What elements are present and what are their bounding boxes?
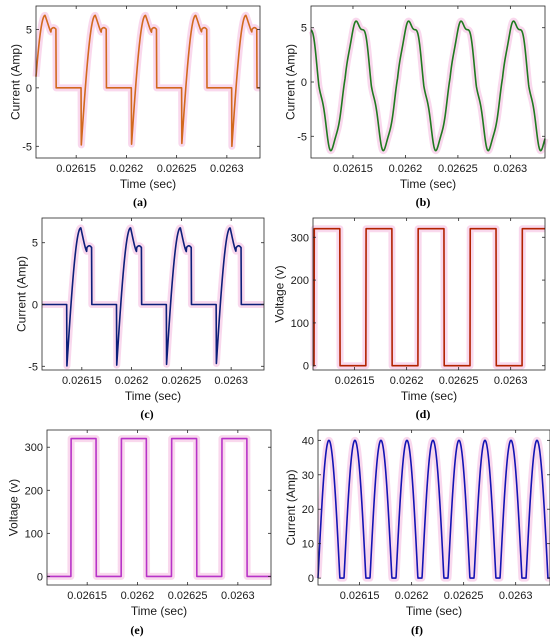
x-axis-label: Time (sec) bbox=[120, 177, 176, 191]
y-tick-label: 0 bbox=[308, 573, 314, 585]
y-axis-label: Voltage (v) bbox=[7, 479, 21, 536]
axes-box bbox=[46, 429, 272, 586]
y-tick-label: 300 bbox=[291, 232, 309, 244]
x-tick-label: 0.02625 bbox=[439, 375, 479, 387]
y-tick-label: 100 bbox=[291, 318, 309, 330]
x-tick-label: 0.02625 bbox=[438, 163, 478, 175]
plot-area bbox=[47, 430, 271, 585]
x-tick-label: 0.0262 bbox=[390, 375, 424, 387]
plot-area bbox=[313, 218, 545, 370]
y-tick-label: -5 bbox=[297, 131, 307, 143]
x-tick-label: 0.0263 bbox=[494, 375, 528, 387]
y-tick-label: 30 bbox=[302, 470, 314, 482]
chart-a: 0.02615 0.0262 0.02625 0.0263 -5 0 5 Time (sec)… bbox=[9, 5, 264, 191]
series-line-d bbox=[312, 227, 546, 367]
x-tick-label: 0.0263 bbox=[494, 163, 528, 175]
series-line-b bbox=[310, 20, 546, 152]
chart-b: 0.02615 0.0262 0.02625 0.0263 -5 0 5 Time (sec)… bbox=[284, 5, 549, 191]
panel-a: 0.02615 0.0262 0.02625 0.0263 -5 0 5 Time (sec)… bbox=[0, 0, 272, 195]
x-axis-label: Time (sec) bbox=[400, 177, 456, 191]
y-axis-label: Current (Amp) bbox=[15, 256, 29, 332]
caption-d: (d) bbox=[415, 407, 431, 421]
chart-f: 0.02615 0.0262 0.02625 0.0263 0 10 20 30 40 Time … bbox=[284, 429, 550, 618]
x-tick-label: 0.0263 bbox=[214, 375, 248, 387]
x-tick-label: 0.0262 bbox=[115, 375, 149, 387]
chart-e: 0.02615 0.0262 0.02625 0.0263 0 100 200 300 Time… bbox=[7, 429, 275, 618]
y-tick-label: 0 bbox=[301, 77, 307, 89]
axes-box bbox=[312, 217, 546, 371]
x-axis-label: Time (sec) bbox=[125, 389, 181, 403]
y-tick-label: 10 bbox=[302, 539, 314, 551]
y-tick-label: 5 bbox=[26, 24, 32, 36]
y-tick-label: 5 bbox=[32, 238, 38, 250]
y-tick-label: 0 bbox=[32, 300, 38, 312]
x-axis-label: Time (sec) bbox=[131, 604, 187, 618]
y-axis-label: Voltage (v) bbox=[273, 265, 287, 322]
y-tick-label: -5 bbox=[22, 141, 32, 153]
axes-box bbox=[41, 217, 265, 371]
y-tick-label: 0 bbox=[37, 571, 43, 583]
panel-c: 0.02615 0.0262 0.02625 0.0263 -5 0 5 Time (sec)… bbox=[0, 212, 272, 407]
y-tick-label: 300 bbox=[25, 442, 43, 454]
y-tick-label: 200 bbox=[25, 485, 43, 497]
x-axis-label: Time (sec) bbox=[401, 389, 457, 403]
y-tick-label: 5 bbox=[301, 23, 307, 35]
y-tick-label: 40 bbox=[302, 435, 314, 447]
panel-e: 0.02615 0.0262 0.02625 0.0263 0 100 200 300 Time… bbox=[0, 424, 275, 622]
x-tick-label: 0.02625 bbox=[168, 590, 208, 602]
x-tick-label: 0.02615 bbox=[340, 590, 380, 602]
x-tick-label: 0.0262 bbox=[389, 163, 423, 175]
x-tick-label: 0.0262 bbox=[110, 163, 144, 175]
series-line-e bbox=[46, 437, 272, 578]
caption-f: (f) bbox=[411, 623, 423, 637]
y-tick-label: 0 bbox=[26, 83, 32, 95]
x-tick-label: 0.02615 bbox=[335, 375, 375, 387]
x-tick-label: 0.0263 bbox=[221, 590, 255, 602]
panel-f: 0.02615 0.0262 0.02625 0.0263 0 10 20 30 40 Time … bbox=[275, 424, 550, 622]
axes-box bbox=[35, 5, 261, 159]
panel-d: 0.02615 0.0262 0.02625 0.0263 0 100 200 300 Time… bbox=[273, 212, 550, 407]
x-tick-label: 0.0262 bbox=[121, 590, 155, 602]
x-tick-label: 0.0263 bbox=[210, 163, 244, 175]
chart-c: 0.02615 0.0262 0.02625 0.0263 -5 0 5 Time (sec)… bbox=[15, 217, 268, 403]
x-tick-label: 0.02615 bbox=[62, 375, 102, 387]
y-tick-label: 20 bbox=[302, 504, 314, 516]
x-tick-label: 0.0262 bbox=[395, 590, 429, 602]
y-axis-label: Current (Amp) bbox=[284, 469, 298, 545]
caption-a: (a) bbox=[133, 195, 147, 209]
caption-b: (b) bbox=[415, 195, 431, 209]
x-axis-label: Time (sec) bbox=[406, 604, 462, 618]
y-axis-label: Current (Amp) bbox=[284, 44, 298, 120]
series-line-c bbox=[41, 227, 265, 367]
series-line-a bbox=[35, 14, 261, 148]
x-tick-label: 0.02625 bbox=[157, 163, 197, 175]
caption-e: (e) bbox=[130, 623, 144, 637]
panel-b: 0.02615 0.0262 0.02625 0.0263 -5 0 5 Time (sec)… bbox=[275, 0, 550, 195]
x-tick-label: 0.02615 bbox=[67, 590, 107, 602]
chart-d: 0.02615 0.0262 0.02625 0.0263 0 100 200 300 Time… bbox=[273, 217, 549, 403]
x-tick-label: 0.02625 bbox=[161, 375, 201, 387]
y-tick-label: 200 bbox=[291, 275, 309, 287]
caption-c: (c) bbox=[140, 407, 154, 421]
y-tick-label: -5 bbox=[28, 361, 38, 373]
y-tick-label: 0 bbox=[303, 361, 309, 373]
y-axis-label: Current (Amp) bbox=[9, 44, 23, 120]
x-tick-label: 0.02615 bbox=[333, 163, 373, 175]
series-line-f bbox=[317, 439, 550, 579]
y-tick-label: 100 bbox=[25, 528, 43, 540]
x-tick-label: 0.02625 bbox=[444, 590, 484, 602]
x-tick-label: 0.0263 bbox=[499, 590, 533, 602]
axes-box bbox=[317, 429, 550, 586]
x-tick-label: 0.02615 bbox=[56, 163, 96, 175]
